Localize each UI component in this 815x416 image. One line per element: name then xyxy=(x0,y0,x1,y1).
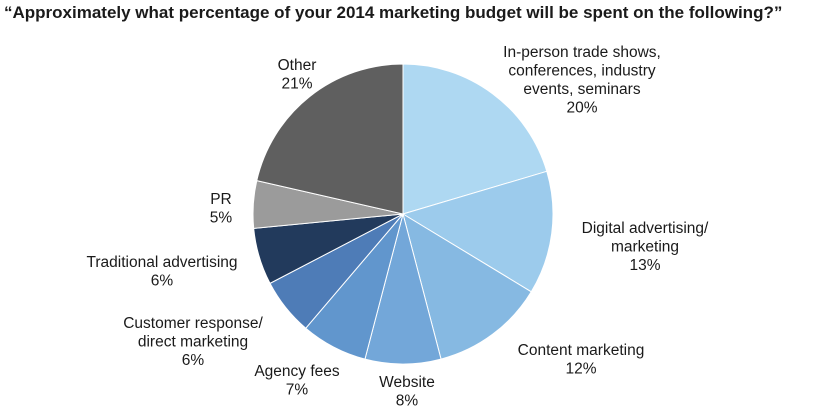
slice-value-label: 20% xyxy=(566,100,597,117)
slice-label-digital-advertising-marketing: Digital advertising/marketing 13% xyxy=(582,220,709,274)
pie-slices xyxy=(252,63,554,365)
slice-category-label: Website xyxy=(379,374,435,391)
slice-category-label: Other xyxy=(278,57,317,74)
pie-slice-digital-advertising-marketing xyxy=(401,170,554,293)
slice-category-label: Digital advertising/ xyxy=(582,220,709,237)
slice-category-label: events, seminars xyxy=(523,81,640,98)
slice-value-label: 6% xyxy=(151,273,174,290)
slice-value-label: 13% xyxy=(629,257,660,274)
chart-title: “Approximately what percentage of your 2… xyxy=(4,3,783,22)
slice-category-label: Customer response/ xyxy=(123,315,263,332)
slice-category-label: conferences, industry xyxy=(508,63,656,80)
slice-category-label: PR xyxy=(210,191,232,208)
slice-category-label: Agency fees xyxy=(254,363,340,380)
slice-category-label: direct marketing xyxy=(138,334,248,351)
slice-value-label: 8% xyxy=(396,393,419,410)
slice-label-pr: PR 5% xyxy=(210,191,233,227)
slice-value-label: 7% xyxy=(286,382,309,399)
slice-value-label: 5% xyxy=(210,210,233,227)
slice-label-in-person-trade-shows-conferences-industry-events-seminars: In-person trade shows, conferences, indus… xyxy=(503,44,661,117)
slice-category-label: marketing xyxy=(611,239,679,256)
slice-label-customer-response-direct-marketing: Customer response/direct marketing 6% xyxy=(123,315,263,369)
pie-slice-other xyxy=(256,63,404,215)
slice-value-label: 6% xyxy=(182,352,205,369)
slice-label-agency-fees: Agency fees 7% xyxy=(254,363,340,399)
slice-label-traditional-advertising: Traditional advertising 6% xyxy=(86,254,237,290)
slice-value-label: 21% xyxy=(281,76,312,93)
pie-labels: In-person trade shows, conferences, indus… xyxy=(86,44,709,410)
slice-category-label: Content marketing xyxy=(518,342,645,359)
slice-value-label: 12% xyxy=(565,361,596,378)
pie-slice-content-marketing xyxy=(402,212,532,360)
slice-category-label: In-person trade shows, xyxy=(503,44,661,61)
slice-label-website: Website 8% xyxy=(379,374,435,410)
slice-label-content-marketing: Content marketing 12% xyxy=(518,342,645,378)
pie-slice-in-person-trade-shows-conferences-industry-events-seminars xyxy=(402,63,548,215)
slice-label-other: Other 21% xyxy=(278,57,317,93)
slice-category-label: Traditional advertising xyxy=(86,254,237,271)
